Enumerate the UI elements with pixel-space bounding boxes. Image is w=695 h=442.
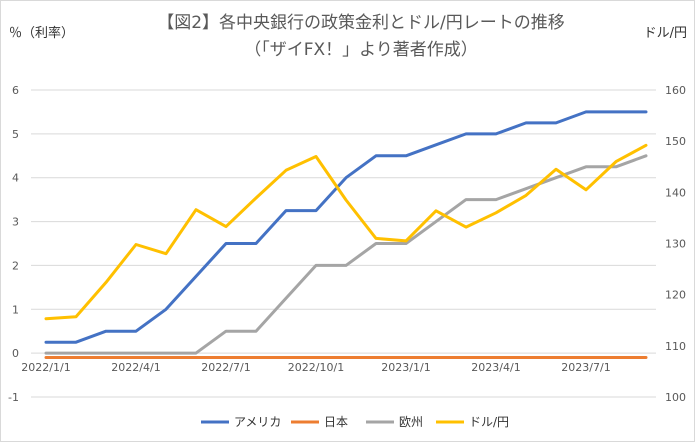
y-right-tick-label: 110 — [665, 340, 686, 353]
y-right-tick-label: 150 — [665, 135, 686, 148]
y-left-tick-label: 5 — [12, 128, 19, 141]
y-left-tick-label: 1 — [12, 303, 19, 316]
chart-title: 【図2】各中央銀行の政策金利とドル/円レートの推移 — [157, 13, 565, 33]
left-axis-unit: ％（利率） — [9, 25, 74, 41]
chart-subtitle: （「ザイFX！」より著者作成） — [244, 40, 478, 60]
x-tick-label: 2022/7/1 — [201, 361, 250, 374]
x-tick-label: 2023/7/1 — [561, 361, 610, 374]
y-left-tick-label: 4 — [12, 172, 19, 185]
x-tick-label: 2022/4/1 — [111, 361, 160, 374]
right-axis-unit: ドル/円 — [644, 26, 687, 41]
series-line-1 — [44, 110, 648, 344]
y-right-tick-label: 160 — [665, 84, 686, 97]
legend-label: 日本 — [324, 415, 348, 429]
y-left-tick-label: 2 — [12, 259, 19, 272]
legend-label: アメリカ — [234, 415, 281, 429]
x-tick-label: 2023/4/1 — [471, 361, 520, 374]
y-right-tick-label: 100 — [665, 391, 686, 404]
series-line-4 — [44, 143, 648, 321]
legend-label: 欧州 — [399, 415, 423, 429]
y-left-tick-label: 3 — [12, 216, 19, 229]
y-left-tick-label: 0 — [12, 347, 19, 360]
y-right-tick-label: 130 — [665, 238, 686, 251]
x-tick-label: 2022/10/1 — [288, 361, 344, 374]
y-right-tick-label: 120 — [665, 289, 686, 302]
y-right-tick-label: 140 — [665, 186, 686, 199]
y-left-tick-label: 6 — [12, 84, 19, 97]
y-left-tick-label: -1 — [8, 391, 19, 404]
legend-label: ドル/円 — [469, 415, 509, 429]
series-line-3 — [44, 154, 648, 355]
x-tick-label: 2022/1/1 — [21, 361, 70, 374]
x-tick-label: 2023/1/1 — [381, 361, 430, 374]
